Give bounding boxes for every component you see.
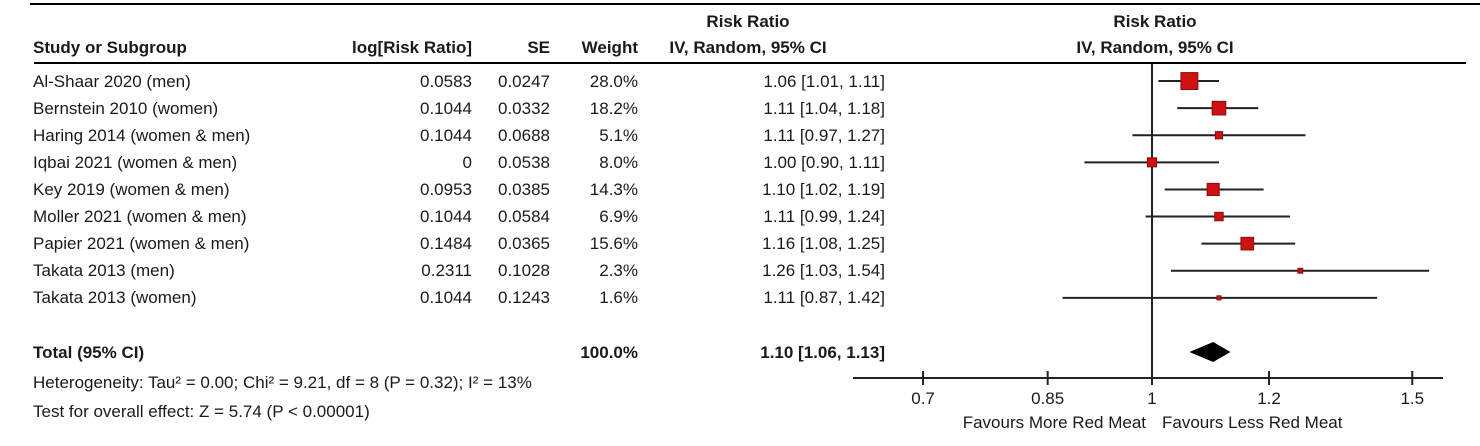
effect-marker	[1180, 72, 1199, 91]
se-value: 0.0247	[498, 71, 550, 91]
study-label: Papier 2021 (women & men)	[33, 234, 250, 254]
table-row: Al-Shaar 2020 (men) 0.0583 0.0247 28.0% …	[0, 68, 1480, 95]
table-row: Key 2019 (women & men) 0.0953 0.0385 14.…	[0, 176, 1480, 203]
study-label: Al-Shaar 2020 (men)	[33, 71, 191, 91]
weight-column-header: Weight	[581, 38, 638, 57]
weight-value: 6.9%	[599, 207, 638, 226]
effect-marker	[1214, 131, 1224, 140]
study-label: Key 2019 (women & men)	[33, 179, 230, 199]
se-value: 0.0688	[498, 125, 550, 145]
total-row: Total (95% CI) 100.0% 1.10 [1.06, 1.13]	[0, 339, 1480, 366]
table-row: Papier 2021 (women & men) 0.1484 0.0365 …	[0, 230, 1480, 257]
se-value: 0.0385	[498, 179, 550, 199]
weight-value: 14.3%	[589, 179, 638, 199]
ci-text-value: 1.10 [1.02, 1.19]	[762, 179, 885, 199]
heterogeneity-note: Heterogeneity: Tau² = 0.00; Chi² = 9.21,…	[33, 373, 532, 392]
table-row: Bernstein 2010 (women) 0.1044 0.0332 18.…	[0, 95, 1480, 122]
axis-tick-label: 1	[1147, 389, 1156, 408]
study-label: Takata 2013 (women)	[33, 288, 197, 308]
log-rr-value: 0.1044	[420, 288, 472, 308]
ci-text-value: 1.11 [0.97, 1.27]	[763, 125, 885, 145]
effect-marker	[1206, 182, 1220, 197]
ci-text-value: 1.06 [1.01, 1.11]	[763, 71, 885, 91]
log-rr-value: 0.1044	[420, 125, 472, 145]
summary-diamond	[1189, 342, 1231, 362]
header-divider	[34, 62, 1466, 64]
favours-left-label: Favours More Red Meat	[963, 413, 1147, 432]
effect-marker	[1297, 267, 1304, 274]
log-rr-value: 0.0583	[420, 71, 472, 91]
effect-marker	[1214, 211, 1224, 222]
table-row: Takata 2013 (women) 0.1044 0.1243 1.6% 1…	[0, 284, 1480, 311]
study-label: Bernstein 2010 (women)	[33, 98, 219, 118]
weight-value: 8.0%	[599, 152, 638, 172]
total-ci-text: 1.10 [1.06, 1.13]	[760, 343, 885, 362]
se-value: 0.1243	[498, 288, 550, 308]
se-column-header: SE	[527, 38, 550, 57]
log-rr-value: 0.1484	[420, 234, 472, 254]
weight-value: 2.3%	[599, 261, 638, 281]
se-value: 0.0365	[498, 234, 550, 254]
se-value: 0.0538	[498, 152, 550, 172]
axis-tick-label: 1.2	[1257, 389, 1281, 408]
favours-right-label: Favours Less Red Meat	[1162, 413, 1343, 432]
study-label: Haring 2014 (women & men)	[33, 125, 251, 145]
study-column-header: Study or Subgroup	[33, 38, 187, 57]
overall-effect-note: Test for overall effect: Z = 5.74 (P < 0…	[33, 402, 370, 421]
log-rr-value: 0.0953	[420, 179, 472, 199]
table-row: Takata 2013 (men) 0.2311 0.1028 2.3% 1.2…	[0, 257, 1480, 284]
logrr-column-header: log[Risk Ratio]	[352, 38, 472, 57]
ci-column-header-line1: Risk Ratio	[706, 12, 790, 31]
plot-column-header-line2: IV, Random, 95% CI	[1076, 38, 1234, 57]
plot-column-header-line1: Risk Ratio	[1113, 12, 1197, 31]
ci-text-value: 1.11 [0.87, 1.42]	[763, 288, 885, 308]
ci-text-value: 1.26 [1.03, 1.54]	[762, 261, 885, 281]
table-row: Iqbai 2021 (women & men) 0 0.0538 8.0% 1…	[0, 149, 1480, 176]
ci-text-value: 1.16 [1.08, 1.25]	[762, 234, 885, 254]
log-rr-value: 0.1044	[420, 207, 472, 226]
ci-text-value: 1.11 [0.99, 1.24]	[763, 207, 885, 226]
total-weight: 100.0%	[580, 343, 638, 362]
weight-value: 28.0%	[589, 71, 638, 91]
weight-value: 1.6%	[599, 288, 638, 308]
axis-tick-label: 0.85	[1031, 389, 1064, 408]
axis-tick-label: 1.5	[1400, 389, 1424, 408]
total-label: Total (95% CI)	[33, 343, 145, 362]
effect-marker	[1240, 236, 1255, 251]
ci-text-value: 1.00 [0.90, 1.11]	[763, 152, 885, 172]
table-row: Haring 2014 (women & men) 0.1044 0.0688 …	[0, 122, 1480, 149]
weight-value: 5.1%	[599, 125, 638, 145]
ci-text-value: 1.11 [1.04, 1.18]	[763, 98, 885, 118]
study-label: Iqbai 2021 (women & men)	[33, 152, 238, 172]
top-divider	[30, 3, 1480, 5]
axis-tick-label: 0.7	[911, 389, 935, 408]
ci-column-header-line2: IV, Random, 95% CI	[669, 38, 827, 57]
table-row: Moller 2021 (women & men) 0.1044 0.0584 …	[0, 203, 1480, 230]
effect-marker	[1216, 295, 1222, 301]
se-value: 0.0332	[498, 98, 550, 118]
se-value: 0.1028	[498, 261, 550, 281]
weight-value: 15.6%	[589, 234, 638, 254]
weight-value: 18.2%	[589, 98, 638, 118]
log-rr-value: 0.1044	[420, 98, 472, 118]
effect-marker	[1211, 100, 1227, 116]
study-label: Takata 2013 (men)	[33, 261, 175, 281]
effect-marker	[1146, 157, 1158, 168]
log-rr-value: 0	[462, 152, 472, 172]
se-value: 0.0584	[498, 207, 550, 226]
study-label: Moller 2021 (women & men)	[33, 207, 247, 226]
log-rr-value: 0.2311	[421, 261, 472, 281]
